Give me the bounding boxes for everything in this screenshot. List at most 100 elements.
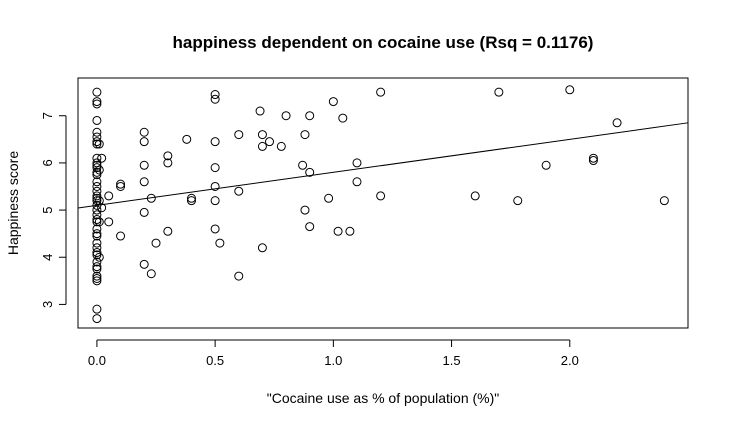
- data-point: [265, 137, 275, 147]
- data-point: [139, 177, 149, 187]
- data-point: [338, 113, 348, 123]
- data-point: [324, 193, 334, 203]
- data-point: [92, 273, 102, 283]
- data-point: [146, 269, 156, 279]
- y-axis: 3 4 5 6 7: [40, 112, 67, 308]
- data-point: [210, 224, 220, 234]
- y-tick-label: 7: [40, 112, 55, 119]
- data-point: [92, 215, 102, 225]
- data-point: [92, 314, 102, 324]
- data-point: [92, 167, 102, 177]
- data-point: [376, 191, 386, 201]
- data-point: [470, 191, 480, 201]
- data-point: [352, 158, 362, 168]
- data-point: [92, 271, 102, 281]
- data-point: [92, 139, 102, 149]
- data-point: [333, 226, 343, 236]
- data-point: [92, 262, 102, 272]
- data-point: [513, 196, 523, 206]
- data-point: [92, 276, 102, 286]
- data-point: [92, 205, 102, 215]
- data-point: [94, 165, 104, 175]
- data-point: [94, 252, 104, 262]
- data-point: [139, 259, 149, 269]
- data-point: [210, 163, 220, 173]
- data-point: [186, 196, 196, 206]
- data-point: [92, 191, 102, 201]
- data-point: [257, 243, 267, 253]
- data-point: [92, 238, 102, 248]
- data-point: [163, 226, 173, 236]
- data-point: [257, 141, 267, 151]
- data-point: [139, 127, 149, 137]
- data-point: [92, 160, 102, 170]
- x-axis-label: "Cocaine use as % of population (%)": [267, 390, 500, 406]
- data-point: [92, 181, 102, 191]
- x-tick-label: 2.0: [561, 353, 579, 368]
- data-point: [300, 130, 310, 140]
- data-point: [163, 151, 173, 161]
- y-tick-label: 3: [40, 301, 55, 308]
- data-point: [92, 250, 102, 260]
- data-point: [659, 196, 669, 206]
- data-point: [276, 141, 286, 151]
- data-point: [305, 167, 315, 177]
- data-point: [92, 177, 102, 187]
- data-point: [116, 179, 126, 189]
- data-point: [92, 137, 102, 147]
- data-point: [163, 158, 173, 168]
- data-point: [92, 304, 102, 314]
- x-axis: 0.0 0.5 1.0 1.5 2.0: [88, 339, 579, 368]
- data-point: [92, 264, 102, 274]
- data-point: [298, 160, 308, 170]
- data-point: [92, 127, 102, 137]
- data-point: [92, 231, 102, 241]
- data-point: [92, 196, 102, 206]
- data-point: [565, 85, 575, 95]
- y-tick-label: 5: [40, 206, 55, 213]
- x-tick-label: 1.5: [443, 353, 461, 368]
- data-point: [210, 90, 220, 100]
- data-point: [328, 97, 338, 107]
- data-point: [92, 87, 102, 97]
- data-point: [139, 137, 149, 147]
- data-point: [210, 137, 220, 147]
- data-point: [182, 134, 192, 144]
- data-point: [139, 160, 149, 170]
- data-point: [94, 217, 104, 227]
- data-point: [255, 106, 265, 116]
- data-point: [210, 94, 220, 104]
- data-point: [210, 196, 220, 206]
- data-point: [139, 207, 149, 217]
- data-point: [210, 181, 220, 191]
- data-point: [300, 205, 310, 215]
- data-point: [92, 193, 102, 203]
- data-point: [92, 170, 102, 180]
- x-tick-label: 0.0: [88, 353, 106, 368]
- data-point: [92, 153, 102, 163]
- x-tick-label: 0.5: [206, 353, 224, 368]
- data-point: [541, 160, 551, 170]
- data-point: [92, 163, 102, 173]
- data-point: [116, 181, 126, 191]
- data-point: [104, 217, 114, 227]
- chart-title: happiness dependent on cocaine use (Rsq …: [173, 33, 594, 52]
- data-point: [234, 271, 244, 281]
- data-point: [234, 186, 244, 196]
- data-point: [92, 217, 102, 227]
- data-point: [494, 87, 504, 97]
- data-point: [345, 226, 355, 236]
- data-point: [94, 139, 104, 149]
- data-point: [257, 130, 267, 140]
- data-point: [92, 115, 102, 125]
- y-tick-label: 4: [40, 254, 55, 261]
- data-point: [305, 111, 315, 121]
- regression-line: [77, 122, 689, 209]
- y-tick-label: 6: [40, 159, 55, 166]
- data-point: [104, 191, 114, 201]
- data-point: [92, 257, 102, 267]
- data-point: [97, 203, 107, 213]
- plot-frame: [77, 77, 689, 329]
- data-point: [588, 153, 598, 163]
